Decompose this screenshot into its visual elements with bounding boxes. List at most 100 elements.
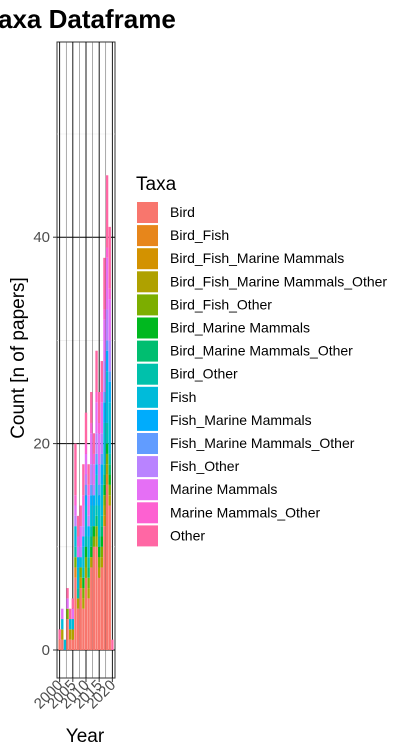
bar-segment [103, 515, 106, 527]
bar-segment [105, 443, 109, 454]
legend-swatch [137, 502, 158, 524]
bar-segment [79, 505, 82, 527]
bar-segment [100, 526, 104, 537]
bar-segment [76, 536, 80, 547]
bar-segment [105, 474, 109, 485]
bar-segment [97, 577, 101, 650]
bar-segment [84, 453, 88, 475]
bar-segment [79, 567, 82, 578]
legend: Taxa Bird Bird_Fish Bird_Fish_Marine Mamma… [136, 174, 387, 547]
bar-segment [74, 546, 77, 558]
bar-segment [97, 546, 101, 558]
bars [58, 175, 114, 650]
legend-label: Fish_Marine Mammals [170, 412, 312, 428]
legend-label: Bird_Marine Mammals_Other [170, 343, 353, 359]
y-tick-label: 20 [33, 436, 50, 453]
bar-segment [105, 257, 109, 310]
bar-segment [82, 464, 85, 496]
bar-segment [58, 629, 61, 640]
bar-segment [105, 484, 109, 650]
bar-segment [105, 464, 109, 475]
bar-segment [87, 588, 90, 599]
bar-segment [79, 588, 82, 650]
legend-swatch [137, 317, 158, 339]
bar-segment [79, 577, 82, 589]
bar-segment [97, 464, 101, 485]
legend-label: Bird_Fish_Other [170, 296, 272, 312]
bar-segment [63, 639, 67, 650]
bar-segment [90, 557, 93, 568]
bar-segment [108, 371, 111, 382]
bar-segment [92, 536, 96, 547]
bar-segment [82, 608, 85, 650]
legend-label: Bird_Fish_Marine Mammals_Other [170, 273, 387, 289]
bar-segment [87, 567, 90, 578]
bar-segment [82, 536, 85, 547]
bar-segment [84, 536, 88, 547]
bar-segment [76, 598, 80, 609]
bar-segment [61, 619, 64, 630]
legend-swatch [137, 340, 158, 362]
bar-segment [82, 588, 85, 599]
bar-segment [105, 175, 109, 248]
bar-segment [97, 567, 101, 578]
bar-segment [82, 567, 85, 578]
legend-swatch [137, 479, 158, 501]
bar-segment [82, 546, 85, 568]
bar-segment [92, 484, 96, 496]
bar-segment [84, 484, 88, 496]
bar-segment [97, 557, 101, 568]
bar-segment [90, 536, 93, 547]
bar-segment [103, 392, 106, 403]
bar-segment [95, 515, 98, 527]
bar-segment [95, 526, 98, 537]
legend-swatch [137, 202, 158, 223]
bar-segment [100, 392, 104, 403]
bar-segment [84, 577, 88, 650]
bar-segment [71, 639, 75, 650]
bar-segment [90, 495, 93, 506]
bar-segment [95, 474, 98, 506]
bar-segment [92, 505, 96, 527]
bar-segment [108, 484, 111, 496]
bar-segment [68, 639, 72, 650]
bar-segment [103, 257, 106, 310]
chart-title: axa Dataframe [0, 4, 176, 34]
bar-segment [61, 629, 64, 640]
legend-swatch [137, 271, 158, 293]
bar-segment [105, 350, 109, 372]
bar-segment [84, 505, 88, 537]
legend-label: Marine Mammals [170, 481, 277, 497]
bar-segment [108, 464, 111, 475]
legend-swatch [137, 225, 158, 247]
bar-segment [108, 226, 111, 289]
bar-segment [66, 608, 69, 620]
bar-segment [100, 464, 104, 485]
legend-swatch [137, 363, 158, 385]
bar-segment [82, 577, 85, 589]
legend-label: Other [170, 527, 205, 543]
bar-segment [111, 639, 114, 650]
bar-segment [103, 402, 106, 423]
bar-segment [82, 598, 85, 609]
bar-segment [76, 588, 80, 599]
bar-segment [97, 392, 101, 423]
bar-segment [76, 515, 80, 537]
bar-segment [66, 598, 69, 609]
bar-segment [103, 422, 106, 465]
bar-segment [95, 402, 98, 434]
bar-segment [90, 464, 93, 485]
bar-segment [103, 484, 106, 496]
bar-segment [108, 505, 111, 650]
bar-segment [97, 536, 101, 547]
legend-label: Fish [170, 389, 196, 405]
bar-segment [87, 577, 90, 589]
bar-segment [61, 639, 64, 650]
legend-label: Marine Mammals_Other [170, 504, 320, 520]
bar-segment [58, 639, 61, 650]
bar-segment [79, 546, 82, 558]
bar-segment [105, 371, 109, 423]
bar-segment [87, 495, 90, 516]
y-tick-label: 0 [42, 642, 50, 659]
bar-segment [100, 536, 104, 547]
